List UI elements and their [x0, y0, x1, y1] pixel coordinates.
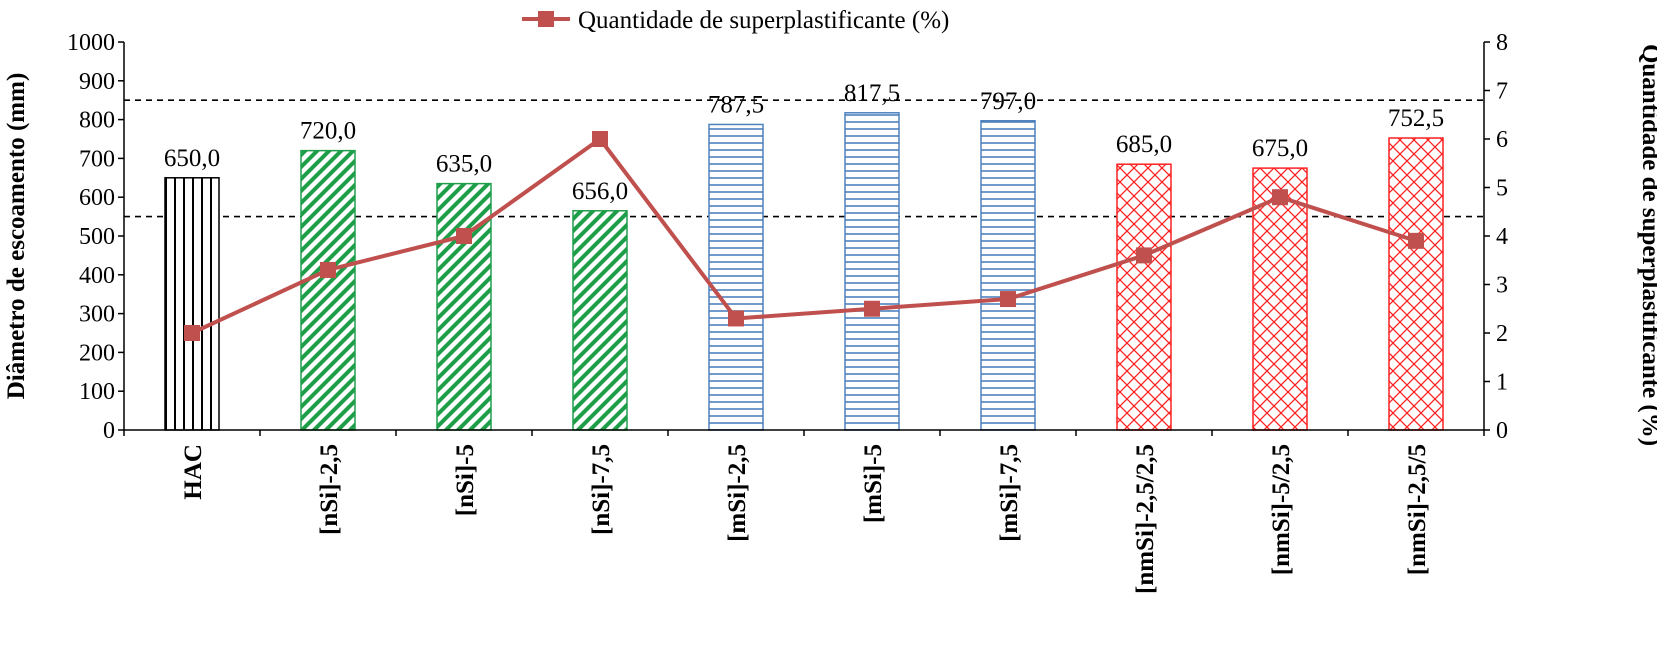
legend-label: Quantidade de superplastificante (%) — [578, 7, 949, 34]
line-point-9 — [1408, 232, 1424, 249]
line-point-1 — [320, 261, 336, 278]
y-tick-label-1: 100 — [79, 379, 115, 405]
bar-value-label-5: 817,5 — [844, 80, 900, 107]
bar-value-label-8: 675,0 — [1252, 135, 1308, 162]
line-point-8 — [1272, 189, 1288, 206]
y-tick-label-3: 300 — [79, 302, 115, 328]
bar-value-label-0: 650,0 — [164, 145, 220, 172]
line-point-0 — [184, 325, 200, 341]
bar-8 — [1252, 167, 1308, 431]
category-label-3: [nSi]-7,5 — [588, 444, 615, 535]
y2-tick-label-5: 5 — [1496, 176, 1508, 202]
y-tick-label-5: 500 — [79, 224, 115, 250]
y-tick-label-4: 400 — [79, 263, 115, 289]
category-label-1: [nSi]-2,5 — [316, 444, 343, 535]
bar-3 — [572, 210, 628, 431]
bar-value-label-3: 656,0 — [572, 178, 628, 205]
data-labels: 650,0 720,0 635,0 656,0 787,5 817,5 797,0 685,0… — [164, 80, 1444, 205]
y-tick-label-2: 200 — [79, 340, 115, 366]
bar-value-label-9: 752,5 — [1388, 105, 1444, 132]
legend: Quantidade de superplastificante (%) — [522, 7, 949, 34]
y2-tick-label-0: 0 — [1496, 418, 1508, 444]
bar-value-label-2: 635,0 — [436, 151, 492, 178]
y2-tick-label-1: 1 — [1496, 370, 1508, 396]
line-point-6 — [1000, 291, 1016, 308]
category-label-8: [nmSi]-5/2,5 — [1268, 444, 1295, 575]
category-labels: HAC [nSi]-2,5 [nSi]-5 [nSi]-7,5 [mSi]-2,5 [mS… — [180, 444, 1431, 594]
bar-value-label-7: 685,0 — [1116, 131, 1172, 158]
bar-value-label-4: 787,5 — [708, 91, 764, 118]
category-label-2: [nSi]-5 — [452, 444, 479, 516]
legend-marker-swatch — [538, 11, 554, 27]
y2-tick-label-2: 2 — [1496, 321, 1508, 347]
y2-tick-label-3: 3 — [1496, 273, 1508, 299]
category-label-9: [nmSi]-2,5/5 — [1404, 444, 1431, 575]
category-label-5: [mSi]-5 — [860, 444, 887, 523]
bar-4 — [708, 123, 764, 431]
y-tick-label-10: 1000 — [67, 30, 115, 56]
y-tick-label-6: 600 — [79, 185, 115, 211]
y-tick-label-7: 700 — [79, 146, 115, 172]
y-tick-label-9: 900 — [79, 69, 115, 95]
line-point-7 — [1136, 247, 1152, 264]
category-label-7: [nmSi]-2,5/2,5 — [1132, 444, 1159, 594]
bar-value-label-1: 720,0 — [300, 118, 356, 145]
y-tick-label-0: 0 — [103, 418, 115, 444]
y2-tick-label-4: 4 — [1496, 224, 1508, 250]
bar-value-label-6: 797,0 — [980, 88, 1036, 115]
line-point-4 — [728, 310, 744, 327]
y-tick-label-8: 800 — [79, 108, 115, 134]
bar-0 — [164, 177, 220, 431]
bar-1 — [300, 149, 356, 431]
bar-6 — [980, 120, 1036, 431]
y2-tick-label-6: 6 — [1496, 127, 1508, 153]
y-axis-title: Diâmetro de escoamento (mm) — [3, 73, 30, 400]
superplasticizer-series-line — [191, 137, 1417, 335]
category-label-6: [mSi]-7,5 — [996, 444, 1023, 542]
category-label-4: [mSi]-2,5 — [724, 444, 751, 542]
ticks: 0100200300400500600700800900100001234567… — [67, 30, 1508, 444]
bar-7 — [1116, 163, 1172, 431]
bar-9 — [1388, 137, 1444, 431]
y2-tick-label-8: 8 — [1496, 30, 1508, 56]
bar-5 — [844, 112, 900, 431]
line-point-2 — [456, 228, 472, 244]
line-point-5 — [864, 300, 880, 317]
superplasticizer-line — [184, 131, 1424, 341]
category-label-0: HAC — [180, 444, 207, 500]
line-point-3 — [592, 131, 608, 147]
y2-axis-title: Quantidade de superplastificante (%) — [1637, 44, 1657, 446]
y2-tick-label-7: 7 — [1496, 79, 1508, 105]
